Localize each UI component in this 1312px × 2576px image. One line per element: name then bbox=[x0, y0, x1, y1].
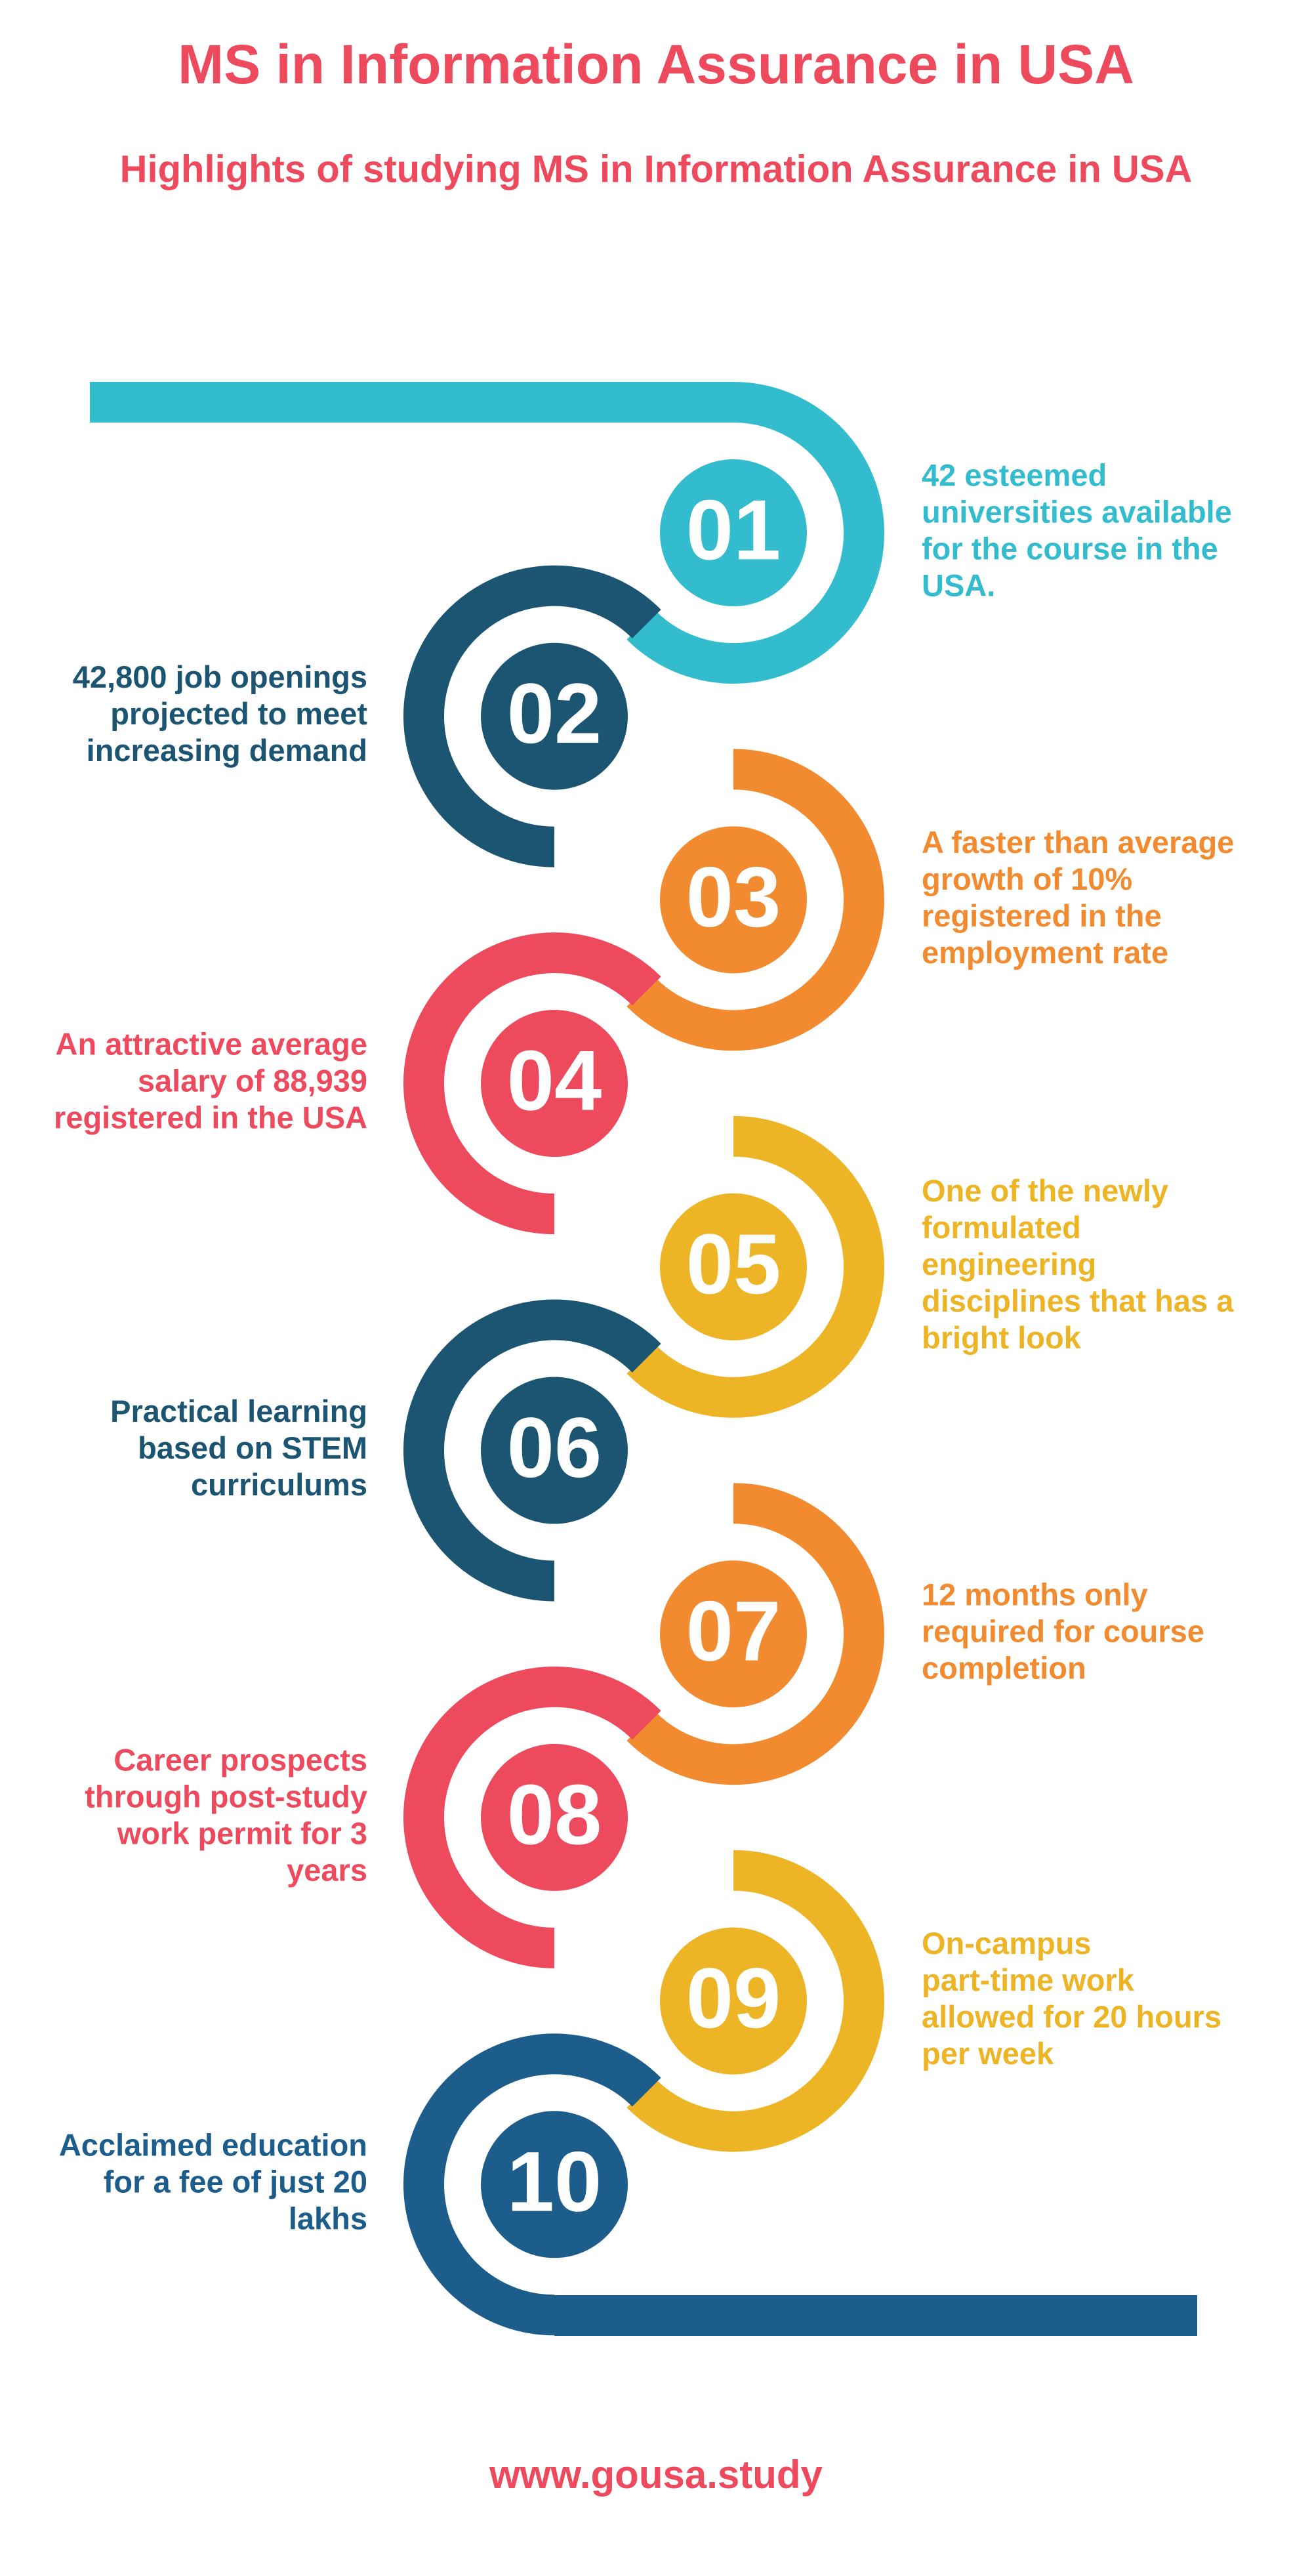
item-text: employment rate bbox=[922, 935, 1168, 970]
item-number: 03 bbox=[686, 849, 781, 945]
item-text: growth of 10% bbox=[922, 862, 1132, 896]
item-text: curriculums bbox=[191, 1467, 367, 1502]
number-circle bbox=[660, 1193, 807, 1340]
item-text: formulated bbox=[922, 1210, 1081, 1245]
item-text: part-time work bbox=[922, 1963, 1135, 1997]
item-text: projected to meet bbox=[110, 696, 367, 731]
item-text: One of the newly bbox=[922, 1173, 1168, 1208]
number-circle bbox=[660, 1560, 807, 1708]
item-text: An attractive average bbox=[56, 1027, 367, 1062]
item-text: salary of 88,939 bbox=[138, 1064, 367, 1098]
item-text: required for course bbox=[922, 1614, 1204, 1649]
item-text: based on STEM bbox=[138, 1430, 367, 1465]
item-text: On-campus bbox=[922, 1926, 1092, 1961]
item-text: USA. bbox=[922, 568, 995, 602]
item-text: lakhs bbox=[289, 2201, 367, 2236]
item-text: Career prospects bbox=[113, 1742, 367, 1777]
number-circle bbox=[481, 1010, 628, 1157]
ring bbox=[403, 2033, 661, 2336]
item-text: 12 months only bbox=[922, 1577, 1148, 1612]
item-number: 09 bbox=[686, 1950, 781, 2046]
item-text: 42,800 job openings bbox=[73, 659, 367, 694]
footer-url: www.gousa.study bbox=[489, 2453, 823, 2497]
ring bbox=[626, 1115, 884, 1418]
item-text: for a fee of just 20 bbox=[104, 2165, 367, 2199]
item-text: work permit for 3 bbox=[117, 1816, 367, 1850]
item-number: 04 bbox=[507, 1032, 602, 1128]
item-text: years bbox=[287, 1852, 367, 1887]
item-text: per week bbox=[922, 2036, 1054, 2071]
item-number: 01 bbox=[686, 482, 781, 577]
item-number: 02 bbox=[507, 665, 602, 761]
item-text: Practical learning bbox=[110, 1394, 367, 1428]
item-text: universities available bbox=[922, 494, 1232, 529]
item-text: Acclaimed education bbox=[59, 2128, 367, 2163]
item-text: for the course in the bbox=[922, 531, 1218, 566]
bottom-bar bbox=[554, 2295, 1197, 2336]
number-circle bbox=[660, 826, 807, 974]
item-text: completion bbox=[922, 1651, 1086, 1686]
ring bbox=[403, 1666, 661, 1968]
item-number: 10 bbox=[507, 2134, 602, 2230]
ring bbox=[403, 565, 661, 867]
item-text: disciplines that has a bbox=[922, 1283, 1234, 1318]
item-text: increasing demand bbox=[87, 733, 367, 768]
ring bbox=[403, 932, 661, 1235]
ring bbox=[626, 1483, 884, 1785]
item-text: registered in the bbox=[922, 898, 1162, 933]
top-bar bbox=[90, 382, 733, 423]
item-number: 07 bbox=[686, 1583, 781, 1679]
item-number: 08 bbox=[507, 1766, 602, 1862]
item-text: registered in the USA bbox=[54, 1100, 367, 1135]
number-circle bbox=[481, 1377, 628, 1524]
ring bbox=[626, 382, 884, 684]
number-circle bbox=[481, 1743, 628, 1891]
ring bbox=[626, 1850, 884, 2152]
item-text: 42 esteemed bbox=[922, 457, 1107, 492]
item-text: allowed for 20 hours bbox=[922, 1999, 1221, 2034]
item-number: 05 bbox=[686, 1216, 781, 1312]
item-text: A faster than average bbox=[922, 825, 1234, 860]
subtitle: Highlights of studying MS in Information… bbox=[120, 148, 1193, 190]
number-circle bbox=[481, 642, 628, 790]
item-text: through post-study bbox=[85, 1779, 367, 1814]
ring bbox=[626, 749, 884, 1051]
number-circle bbox=[660, 1927, 807, 2075]
item-text: engineering bbox=[922, 1247, 1096, 1281]
number-circle bbox=[481, 2111, 628, 2258]
title: MS in Information Assurance in USA bbox=[178, 33, 1134, 95]
number-circle bbox=[660, 459, 807, 606]
item-number: 06 bbox=[507, 1400, 602, 1495]
item-text: bright look bbox=[922, 1320, 1082, 1355]
ring bbox=[403, 1299, 661, 1602]
